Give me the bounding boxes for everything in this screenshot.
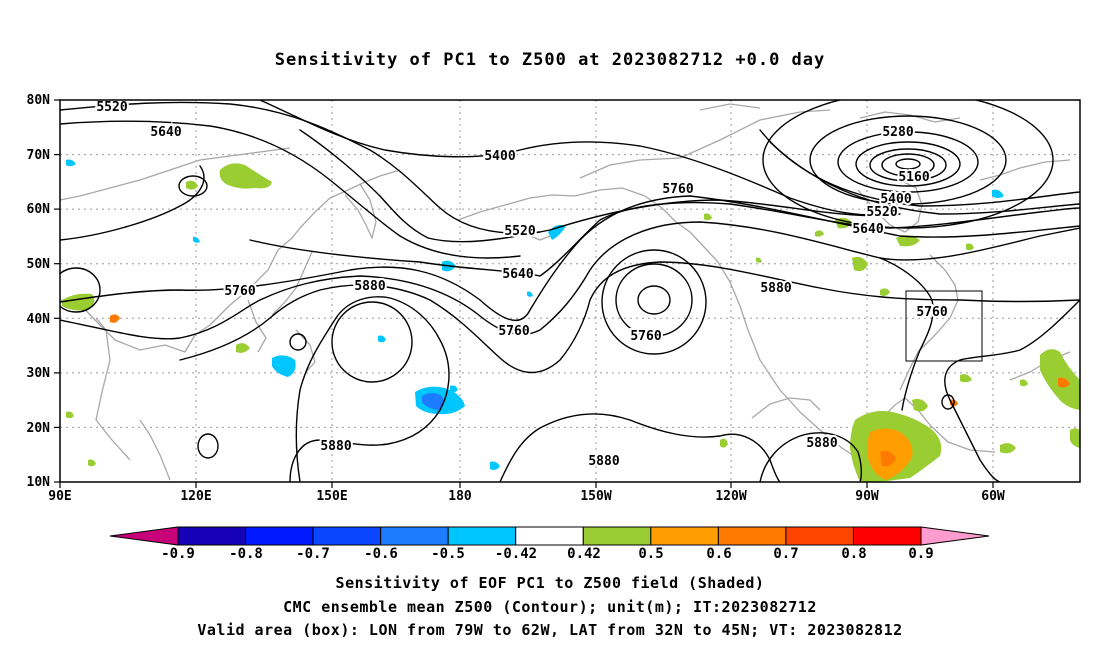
contour-label: 5640 [502, 267, 533, 282]
lat-label: 60N [27, 202, 51, 217]
lon-label: 90W [855, 489, 879, 504]
caption-shaded: Sensitivity of EOF PC1 to Z500 field (Sh… [0, 574, 1100, 592]
contour-label: 5520 [504, 224, 535, 239]
colorbar-label: -0.5 [431, 546, 465, 562]
colorbar-swatch [718, 527, 786, 545]
contour-label: 5880 [320, 439, 351, 454]
colorbar-high-end [921, 527, 989, 545]
lon-label: 60W [981, 489, 1005, 504]
colorbar-label: -0.9 [161, 546, 195, 562]
contour-label: 5760 [224, 284, 255, 299]
colorbar-label: 0.6 [706, 546, 731, 562]
colorbar-swatch [178, 527, 246, 545]
lon-label: 150E [316, 489, 347, 504]
colorbar-swatch [651, 527, 719, 545]
colorbar-label: -0.42 [495, 546, 537, 562]
colorbar-swatch [583, 527, 651, 545]
lat-label: 20N [27, 421, 51, 436]
longitude-labels: 90E 120E 150E 180 150W 120W 90W 60W [48, 489, 1005, 504]
colorbar-low-end [110, 527, 178, 545]
lon-label: 150W [580, 489, 611, 504]
contour-label: 5760 [498, 324, 529, 339]
colorbar-swatch [381, 527, 449, 545]
colorbar-label: 0.7 [773, 546, 798, 562]
contour-label: 5760 [630, 329, 661, 344]
contour-label: 5880 [806, 436, 837, 451]
contour-label: 5640 [852, 222, 883, 237]
colorbar: -0.9 -0.8 -0.7 -0.6 -0.5 -0.42 0.42 0.5 … [110, 527, 989, 562]
contour-label: 5160 [898, 170, 929, 185]
colorbar-labels: -0.9 -0.8 -0.7 -0.6 -0.5 -0.42 0.42 0.5 … [161, 546, 934, 562]
lon-label: 180 [448, 489, 472, 504]
lat-label: 80N [27, 93, 51, 108]
lon-label: 90E [48, 489, 71, 504]
lat-label: 30N [27, 366, 51, 381]
latitude-labels: 80N 70N 60N 50N 40N 30N 20N 10N [27, 93, 51, 490]
colorbar-label: 0.5 [638, 546, 663, 562]
contour-label: 5760 [916, 305, 947, 320]
colorbar-swatch [853, 527, 921, 545]
contour-label: 5280 [882, 125, 913, 140]
colorbar-label: -0.7 [296, 546, 330, 562]
caption-valid-area: Valid area (box): LON from 79W to 62W, L… [0, 621, 1100, 639]
lat-label: 50N [27, 257, 51, 272]
contour-label: 5400 [484, 149, 515, 164]
lon-label: 120W [715, 489, 746, 504]
colorbar-label: -0.6 [364, 546, 398, 562]
colorbar-label: 0.8 [841, 546, 866, 562]
contour-label: 5880 [760, 281, 791, 296]
lat-label: 10N [27, 475, 51, 490]
colorbar-swatch [313, 527, 381, 545]
colorbar-label: 0.42 [567, 546, 601, 562]
contour-label: 5880 [354, 279, 385, 294]
contour-label: 5760 [662, 182, 693, 197]
colorbar-boxes [178, 527, 921, 545]
contour-label: 5520 [96, 100, 127, 115]
colorbar-swatch [786, 527, 854, 545]
colorbar-label: -0.8 [229, 546, 263, 562]
lat-label: 70N [27, 148, 51, 163]
contour-label: 5520 [866, 205, 897, 220]
lat-label: 40N [27, 312, 51, 327]
colorbar-label: 0.9 [908, 546, 933, 562]
colorbar-swatch [448, 527, 516, 545]
contour-label: 5880 [588, 454, 619, 469]
caption-contour: CMC ensemble mean Z500 (Contour); unit(m… [0, 598, 1100, 616]
colorbar-swatch [516, 527, 584, 545]
colorbar-swatch [246, 527, 314, 545]
sensitivity-map: 5520 5640 5400 5280 5160 5400 5520 5640 … [0, 0, 1100, 650]
lon-label: 120E [180, 489, 211, 504]
contour-label: 5640 [150, 125, 181, 140]
